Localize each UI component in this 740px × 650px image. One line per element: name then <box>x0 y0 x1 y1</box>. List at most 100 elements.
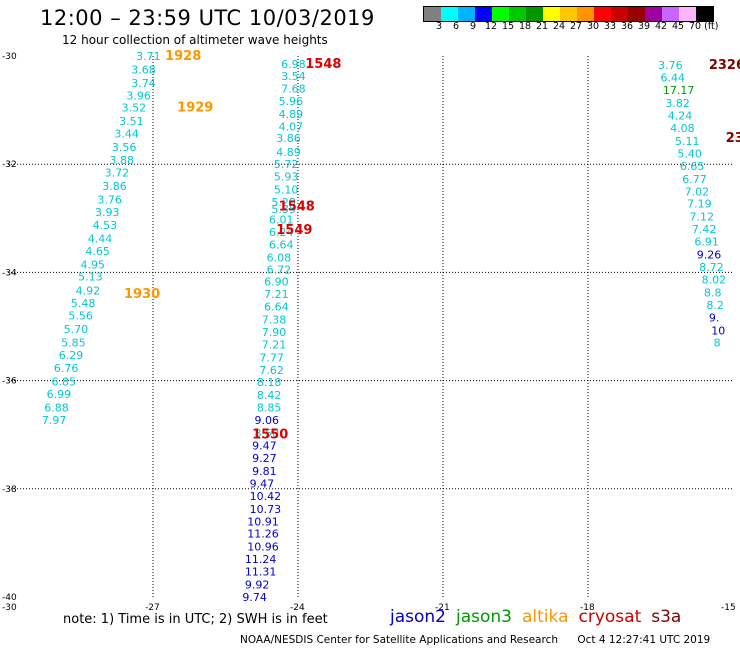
wave-height-value: 7.19 <box>687 198 712 211</box>
wave-height-value: 3.86 <box>276 132 301 145</box>
wave-height-value: 8.72 <box>699 261 724 274</box>
wave-height-value: 3.54 <box>281 70 306 83</box>
wave-height-value: 4.89 <box>276 146 301 159</box>
color-swatch <box>662 7 679 21</box>
wave-height-value: 5.96 <box>279 95 304 108</box>
wave-height-value: 11.26 <box>247 528 279 541</box>
color-legend-label: 12 <box>485 21 498 32</box>
wave-height-value: 3.44 <box>114 127 139 140</box>
pass-time-label: 1548 <box>279 199 315 214</box>
color-swatch <box>628 7 645 21</box>
color-swatch <box>509 7 526 21</box>
wave-height-value: 5.56 <box>68 310 93 323</box>
color-swatch <box>679 7 696 21</box>
color-legend-label: 27 <box>570 21 583 32</box>
wave-height-value: 7.42 <box>692 223 717 236</box>
wave-height-value: 6.77 <box>682 173 707 186</box>
wave-height-value: 4.89 <box>279 108 304 121</box>
wave-height-value: 6.24 <box>269 226 294 239</box>
color-legend-bar <box>423 6 714 22</box>
wave-height-value: 9.26 <box>697 249 722 262</box>
pass-time-label: 1548 <box>305 57 341 72</box>
wave-height-value: 8.2 <box>706 299 724 312</box>
wave-height-value: 7.62 <box>259 364 284 377</box>
wave-height-value: 9.81 <box>252 465 276 478</box>
color-legend-label: 6 <box>453 21 460 32</box>
wave-height-value: 8.85 <box>257 402 282 415</box>
wave-height-value: 3.56 <box>112 141 136 154</box>
wave-height-value: 3.96 <box>126 89 150 102</box>
wave-height-value: 7.68 <box>281 82 306 95</box>
wave-height-value: 5.70 <box>64 323 88 336</box>
color-legend-label: 24 <box>553 21 566 32</box>
color-legend-label: 45 <box>672 21 685 32</box>
wave-height-value: 3.86 <box>102 180 127 193</box>
wave-height-value: 3.74 <box>131 77 156 90</box>
lon-tick-label: -15 <box>721 603 736 613</box>
wave-height-value: 5.13 <box>78 271 103 284</box>
color-legend-labels: 3 6 9 12 15 18 21 24 27 30 33 36 39 42 45 70 (ft) <box>423 21 740 35</box>
color-swatch <box>645 7 662 21</box>
wave-height-value: 6.72 <box>267 264 292 277</box>
lat-tick-label: -30 <box>2 52 17 62</box>
wave-height-value: 6.65 <box>680 160 705 173</box>
color-swatch <box>526 7 543 21</box>
color-legend-label: 21 <box>536 21 549 32</box>
color-legend-label: 33 <box>604 21 617 32</box>
wave-height-value: 6.91 <box>694 236 719 249</box>
wave-height-value: 9.74 <box>242 591 267 604</box>
wave-height-value: 11.31 <box>245 566 276 579</box>
page-subtitle: 12 hour collection of altimeter wave hei… <box>62 33 328 47</box>
satellite-legend: jason2 jason3 altika cryosat s3a <box>390 607 691 627</box>
pass-time-label: 1929 <box>177 100 213 115</box>
color-swatch <box>475 7 492 21</box>
pass-time-label: 1928 <box>165 49 201 64</box>
wave-height-value: 3.68 <box>131 64 156 77</box>
wave-height-value: 3.52 <box>122 101 147 114</box>
lon-tick-label: -18 <box>580 603 595 613</box>
wave-height-value: 8.42 <box>257 389 282 402</box>
color-swatch <box>492 7 509 21</box>
wave-height-value: 4.53 <box>93 219 118 232</box>
wave-height-value: 5.85 <box>61 337 86 350</box>
wave-height-value: 5.48 <box>71 297 96 310</box>
pass-time-label: 1550 <box>252 428 288 443</box>
color-swatch <box>594 7 611 21</box>
wave-height-value: 9. <box>709 311 720 324</box>
lon-tick-label: -27 <box>145 603 160 613</box>
lat-tick-label: -34 <box>2 268 17 278</box>
wave-height-value: 6.01 <box>269 213 294 226</box>
wave-height-value: 3.88 <box>110 154 135 167</box>
page-title: 12:00 – 23:59 UTC 10/03/2019 <box>40 6 375 30</box>
wave-height-value: 7.97 <box>42 414 66 427</box>
wave-height-value: 4.24 <box>668 110 693 123</box>
wave-height-value: 11.24 <box>245 553 276 566</box>
wave-height-value: 7.21 <box>262 338 287 351</box>
footer-note: note: 1) Time is in UTC; 2) SWH is in fe… <box>63 612 328 627</box>
wave-height-value: 10.73 <box>250 503 282 516</box>
wave-height-value: 3.76 <box>658 59 683 72</box>
color-legend-label: 3 <box>436 21 443 32</box>
wave-height-value: 5.10 <box>274 184 299 197</box>
wave-height-value: 10.91 <box>247 515 279 528</box>
wave-height-value: 5.40 <box>677 147 702 160</box>
pass-time-label: 232 <box>726 131 740 146</box>
lat-tick-label: -36 <box>2 377 17 387</box>
wave-height-value: 3.76 <box>97 193 122 206</box>
wave-height-value: 5.35 <box>271 203 296 216</box>
wave-height-value: 7.12 <box>690 211 715 224</box>
lon-tick-label: -21 <box>435 603 450 613</box>
color-legend-label: 36 <box>621 21 634 32</box>
wave-height-value: 6.90 <box>264 276 289 289</box>
wave-height-value: 4.07 <box>279 120 304 133</box>
wave-height-value: 3.93 <box>95 206 120 219</box>
wave-height-value: 9.27 <box>252 452 276 465</box>
wave-height-value: 3.71 <box>136 50 161 63</box>
wave-height-value: 8.02 <box>702 273 727 286</box>
wave-height-value: 6.64 <box>264 300 289 313</box>
color-swatch <box>441 7 458 21</box>
color-swatch <box>611 7 628 21</box>
color-swatch <box>577 7 594 21</box>
wave-height-value: 5.72 <box>274 158 299 171</box>
